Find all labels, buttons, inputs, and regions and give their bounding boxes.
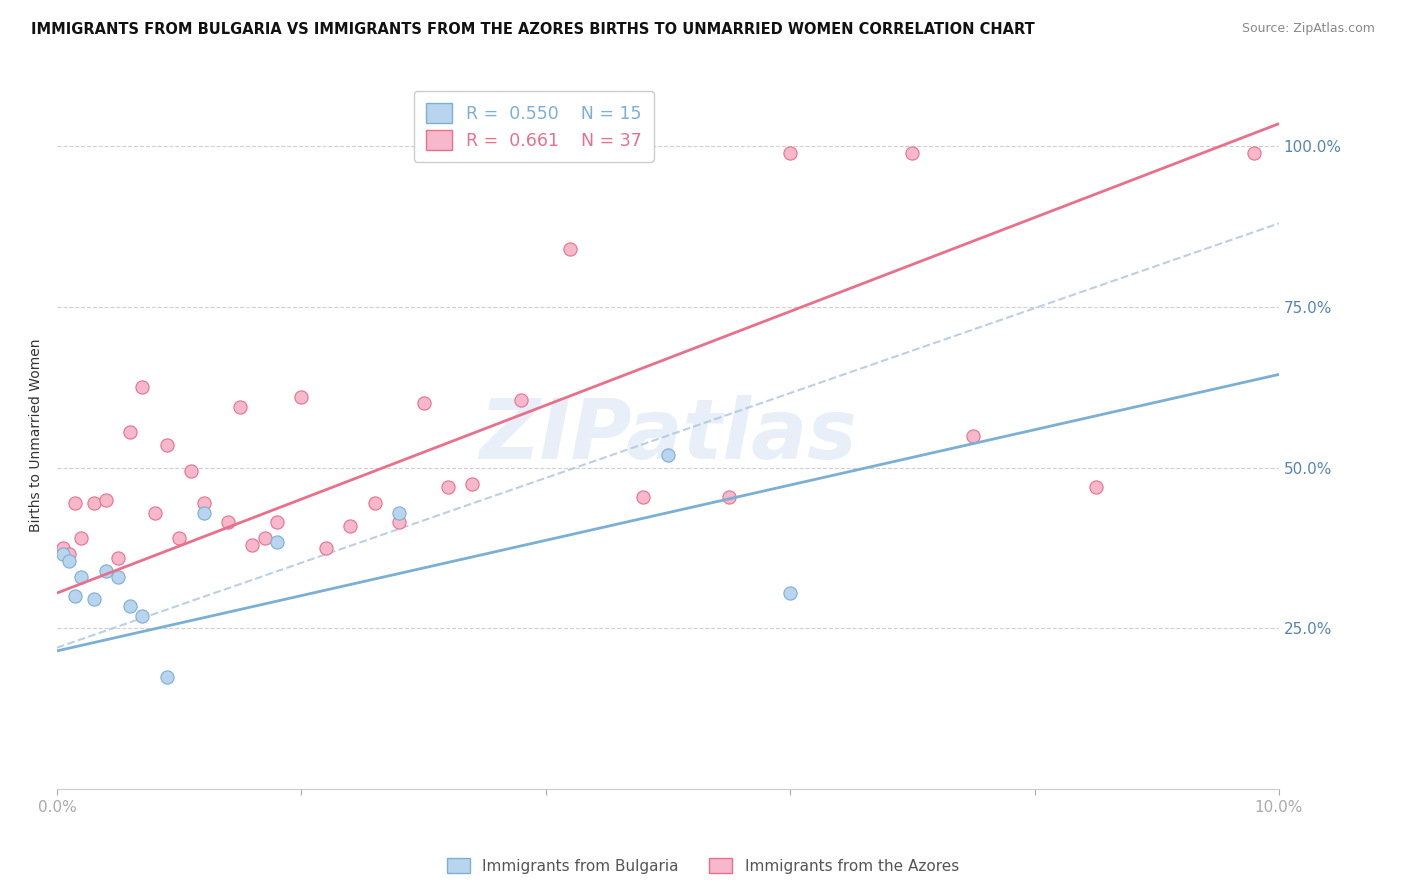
Text: IMMIGRANTS FROM BULGARIA VS IMMIGRANTS FROM THE AZORES BIRTHS TO UNMARRIED WOMEN: IMMIGRANTS FROM BULGARIA VS IMMIGRANTS F… — [31, 22, 1035, 37]
Point — [58, 554, 80, 568]
Point — [779, 145, 801, 160]
Point — [52, 541, 75, 555]
Point — [962, 428, 984, 442]
Point — [156, 438, 179, 452]
Point — [560, 242, 582, 256]
Point — [65, 496, 87, 510]
Point — [167, 532, 190, 546]
Point — [388, 516, 411, 530]
Point — [107, 570, 129, 584]
Point — [94, 564, 117, 578]
Point — [83, 496, 105, 510]
Point — [363, 496, 385, 510]
Point — [437, 480, 460, 494]
Text: Source: ZipAtlas.com: Source: ZipAtlas.com — [1241, 22, 1375, 36]
Point — [58, 548, 80, 562]
Point — [510, 393, 533, 408]
Point — [193, 506, 215, 520]
Point — [217, 516, 239, 530]
Legend: R =  0.550    N = 15, R =  0.661    N = 37: R = 0.550 N = 15, R = 0.661 N = 37 — [413, 91, 654, 162]
Point — [120, 599, 142, 613]
Point — [266, 534, 288, 549]
Legend: Immigrants from Bulgaria, Immigrants from the Azores: Immigrants from Bulgaria, Immigrants fro… — [441, 852, 965, 880]
Point — [229, 400, 252, 414]
Point — [143, 506, 166, 520]
Point — [718, 490, 741, 504]
Point — [253, 532, 276, 546]
Point — [180, 464, 202, 478]
Point — [70, 570, 93, 584]
Point — [901, 145, 924, 160]
Point — [461, 476, 484, 491]
Point — [52, 548, 75, 562]
Point — [156, 670, 179, 684]
Point — [412, 396, 434, 410]
Point — [779, 586, 801, 600]
Point — [657, 448, 679, 462]
Y-axis label: Births to Unmarried Women: Births to Unmarried Women — [30, 339, 44, 533]
Point — [70, 532, 93, 546]
Point — [266, 516, 288, 530]
Point — [1243, 145, 1265, 160]
Point — [131, 380, 153, 394]
Point — [107, 550, 129, 565]
Point — [65, 589, 87, 603]
Text: ZIPatlas: ZIPatlas — [479, 395, 856, 476]
Point — [242, 538, 264, 552]
Point — [1084, 480, 1107, 494]
Point — [193, 496, 215, 510]
Point — [120, 425, 142, 440]
Point — [94, 492, 117, 507]
Point — [131, 608, 153, 623]
Point — [315, 541, 337, 555]
Point — [388, 506, 411, 520]
Point — [290, 390, 312, 404]
Point — [339, 518, 361, 533]
Point — [83, 592, 105, 607]
Point — [633, 490, 655, 504]
